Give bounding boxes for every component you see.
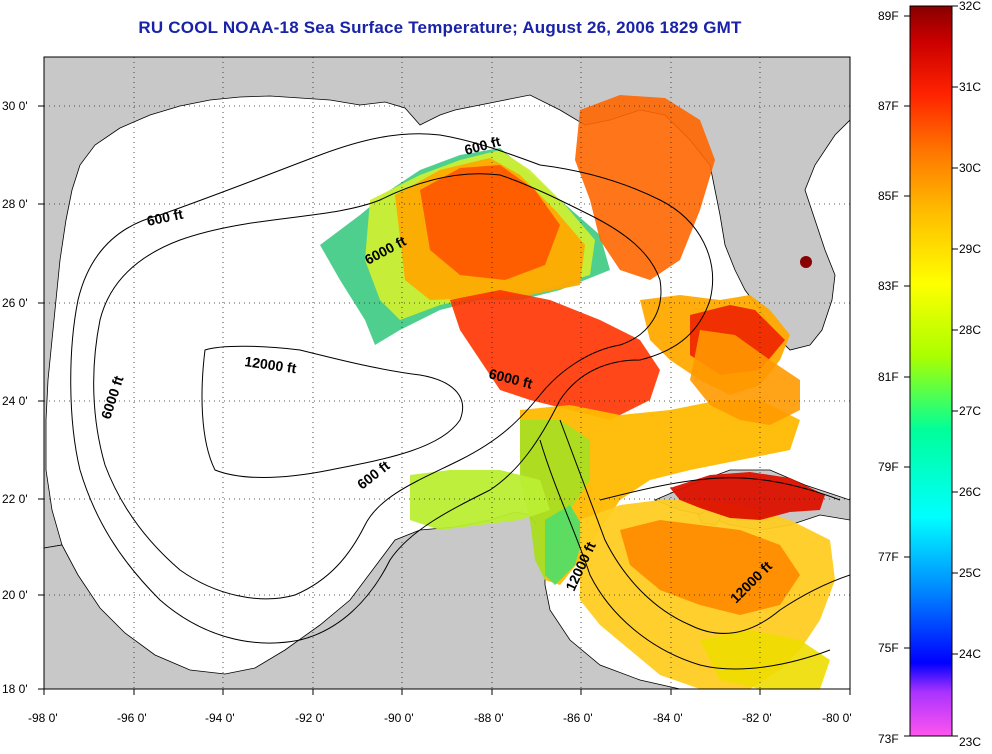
cb-c-label: 26C xyxy=(959,485,981,499)
cb-c-label: 31C xyxy=(959,80,981,94)
bathymetry-contours xyxy=(70,133,850,670)
cb-f-label: 83F xyxy=(878,279,899,293)
cb-c-label: 30C xyxy=(959,161,981,175)
cb-c-label: 32C xyxy=(959,0,981,13)
cb-f-label: 75F xyxy=(878,641,899,655)
lon-tick: -96 0' xyxy=(117,711,147,725)
colorbar-fahrenheit-labels: 89F 87F 85F 83F 81F 79F 77F 75F 73F xyxy=(878,9,899,746)
contour-label-600ft-west: 600 ft xyxy=(145,206,184,229)
lat-tick: 30 0' xyxy=(2,99,28,113)
lon-tick: -84 0' xyxy=(653,711,683,725)
lat-tick: 22 0' xyxy=(2,492,28,506)
lat-tick: 26 0' xyxy=(2,296,28,310)
sst-swath xyxy=(320,95,835,689)
lat-tick: 18 0' xyxy=(2,682,28,696)
lat-tick: 28 0' xyxy=(2,197,28,211)
cb-c-label: 25C xyxy=(959,566,981,580)
plot-frame xyxy=(43,56,851,690)
lat-tick: 20 0' xyxy=(2,588,28,602)
lon-tick-labels: -98 0' -96 0' -94 0' -92 0' -90 0' -88 0… xyxy=(28,711,852,725)
cb-c-label: 24C xyxy=(959,647,981,661)
lon-tick: -80 0' xyxy=(822,711,852,725)
cb-c-label: 27C xyxy=(959,404,981,418)
lat-tick-labels: 18 0' 20 0' 22 0' 24 0' 26 0' 28 0' 30 0… xyxy=(2,99,28,696)
cb-f-label: 89F xyxy=(878,9,899,23)
axis-ticks xyxy=(38,105,851,695)
contour-label-12000ft-center: 12000 ft xyxy=(244,353,298,376)
map-title: RU COOL NOAA-18 Sea Surface Temperature;… xyxy=(138,18,742,37)
lon-tick: -86 0' xyxy=(563,711,593,725)
cb-c-label: 23C xyxy=(959,735,981,749)
lon-tick: -90 0' xyxy=(384,711,414,725)
lon-tick: -82 0' xyxy=(742,711,772,725)
lon-tick: -94 0' xyxy=(205,711,235,725)
lon-tick: -88 0' xyxy=(474,711,504,725)
cb-f-label: 73F xyxy=(878,732,899,746)
lat-lon-grid xyxy=(44,57,850,689)
cb-c-label: 29C xyxy=(959,242,981,256)
cb-f-label: 87F xyxy=(878,99,899,113)
cb-f-label: 85F xyxy=(878,189,899,203)
plot-area: 600 ft 600 ft 600 ft 6000 ft 6000 ft 600… xyxy=(44,57,850,689)
colorbar-gradient xyxy=(909,5,953,737)
cb-c-label: 28C xyxy=(959,323,981,337)
colorbar: 89F 87F 85F 83F 81F 79F 77F 75F 73F 32C … xyxy=(878,0,981,749)
lat-tick: 24 0' xyxy=(2,394,28,408)
lon-tick: -92 0' xyxy=(295,711,325,725)
cb-f-label: 79F xyxy=(878,460,899,474)
cb-f-label: 77F xyxy=(878,550,899,564)
lon-tick: -98 0' xyxy=(28,711,58,725)
cb-f-label: 81F xyxy=(878,370,899,384)
colorbar-celsius-labels: 32C 31C 30C 29C 28C 27C 26C 25C 24C 23C xyxy=(959,0,981,749)
